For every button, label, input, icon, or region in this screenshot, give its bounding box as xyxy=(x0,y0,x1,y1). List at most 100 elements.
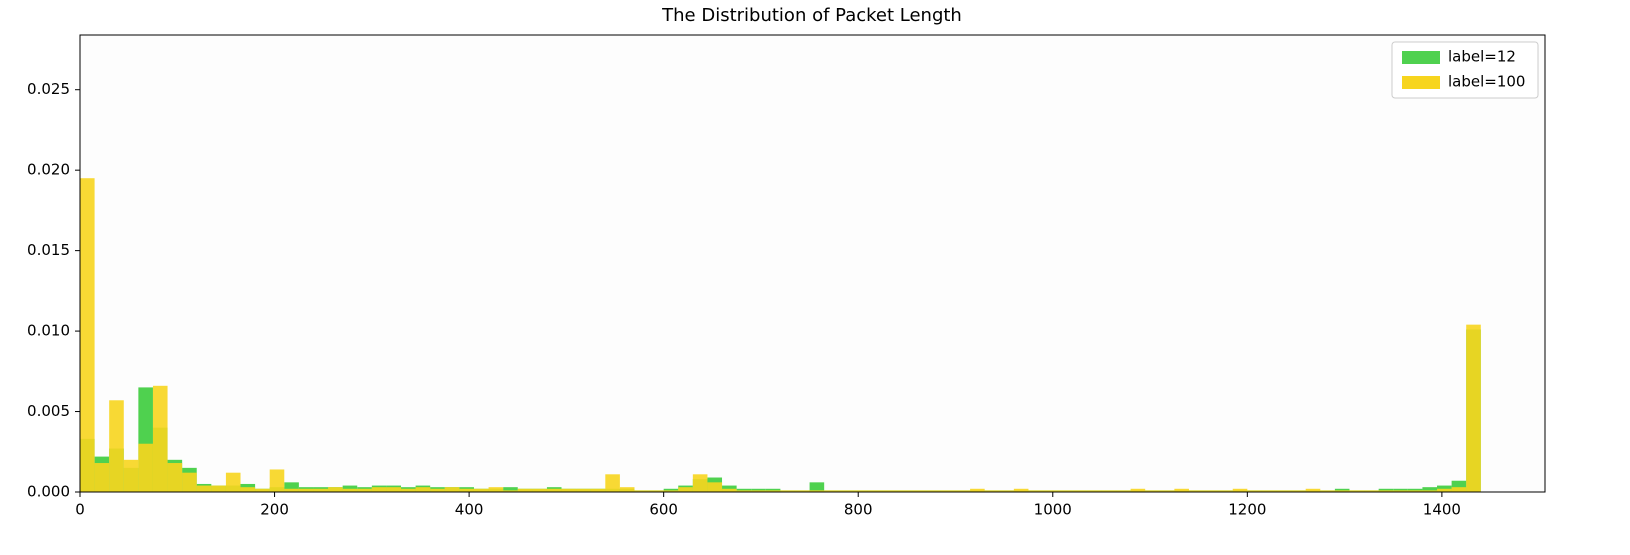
histogram-bar xyxy=(1378,490,1394,492)
histogram-bar xyxy=(1422,490,1438,492)
histogram-bar xyxy=(722,488,737,492)
histogram-bar xyxy=(853,490,868,492)
y-tick-label: 0.015 xyxy=(27,241,70,259)
histogram-bar xyxy=(342,488,358,492)
histogram-bar xyxy=(780,490,795,492)
histogram-bar xyxy=(386,487,402,492)
histogram-bar xyxy=(663,490,679,492)
histogram-bar xyxy=(1174,488,1189,492)
histogram-bar xyxy=(1116,490,1131,492)
histogram-bar xyxy=(269,469,285,492)
histogram-bar xyxy=(1437,488,1452,492)
histogram-bar xyxy=(284,488,299,492)
histogram-bar xyxy=(94,463,110,492)
histogram-bar xyxy=(765,490,781,492)
x-tick-label: 1400 xyxy=(1423,501,1461,519)
histogram-bar xyxy=(1145,490,1160,492)
histogram-bar xyxy=(809,482,825,492)
histogram-bar xyxy=(984,490,1000,492)
y-tick-label: 0.020 xyxy=(27,161,70,179)
histogram-bar xyxy=(751,490,766,492)
y-tick-label: 0.000 xyxy=(27,483,70,501)
histogram-bar xyxy=(1159,490,1175,492)
histogram-bar xyxy=(1013,488,1029,492)
histogram-bar xyxy=(649,490,664,492)
histogram-bar xyxy=(401,488,416,492)
histogram-bar xyxy=(167,463,183,492)
histogram-bar xyxy=(619,487,635,492)
histogram-bar xyxy=(152,385,168,492)
histogram-bar xyxy=(1043,490,1058,492)
histogram-bar xyxy=(678,487,693,492)
histogram-bar xyxy=(1466,324,1481,492)
y-tick-label: 0.025 xyxy=(27,80,70,98)
histogram-bar xyxy=(634,490,650,492)
histogram-bar xyxy=(897,490,912,492)
legend-swatch xyxy=(1402,76,1440,89)
histogram-bar xyxy=(240,487,256,492)
plot-background xyxy=(80,35,1545,492)
histogram-bar xyxy=(1422,487,1438,492)
histogram-bar xyxy=(503,487,518,492)
histogram-bar xyxy=(1072,490,1087,492)
histogram-bar xyxy=(138,443,153,492)
histogram-bar xyxy=(517,488,533,492)
histogram-bar xyxy=(882,490,898,492)
histogram-bar xyxy=(284,482,299,492)
histogram-bar xyxy=(459,488,474,492)
histogram-bar xyxy=(1203,490,1219,492)
histogram-bar xyxy=(211,485,226,492)
histogram-bar xyxy=(313,488,329,492)
legend-swatch xyxy=(1402,51,1440,64)
histogram-bar xyxy=(1086,490,1102,492)
histogram-bar xyxy=(561,488,577,492)
x-tick-label: 0 xyxy=(75,501,85,519)
histogram-bar xyxy=(109,400,124,492)
histogram-bar xyxy=(1364,490,1379,492)
histogram-bar xyxy=(838,490,854,492)
histogram-bar xyxy=(955,490,971,492)
histogram-bar xyxy=(357,488,372,492)
x-tick-label: 1000 xyxy=(1034,501,1072,519)
histogram-bar xyxy=(1451,487,1467,492)
histogram-bar xyxy=(415,487,431,492)
legend-label: label=100 xyxy=(1448,73,1525,91)
histogram-bar xyxy=(824,490,839,492)
histogram-bar xyxy=(1407,490,1423,492)
histogram-bar xyxy=(298,488,314,492)
x-tick-label: 800 xyxy=(844,501,873,519)
histogram-bar xyxy=(473,488,489,492)
histogram-bar xyxy=(970,488,985,492)
histogram-bar xyxy=(488,487,504,492)
histogram-bar xyxy=(809,490,825,492)
histogram-bar xyxy=(1130,488,1146,492)
x-tick-label: 1200 xyxy=(1228,501,1266,519)
chart-title: The Distribution of Packet Length xyxy=(661,5,962,26)
y-tick-label: 0.005 xyxy=(27,402,70,420)
histogram-bar xyxy=(1305,488,1321,492)
histogram-bar xyxy=(255,488,270,492)
histogram-bar xyxy=(328,487,343,492)
histogram-bar xyxy=(1188,490,1204,492)
x-tick-label: 200 xyxy=(260,501,289,519)
histogram-bar xyxy=(999,490,1014,492)
legend-label: label=12 xyxy=(1448,48,1516,66)
histogram-bar xyxy=(1247,490,1262,492)
x-tick-label: 600 xyxy=(649,501,678,519)
histogram-bar xyxy=(123,459,139,492)
histogram-bar xyxy=(1291,490,1306,492)
histogram-bar xyxy=(430,488,445,492)
histogram-bar xyxy=(692,474,708,492)
histogram-bar xyxy=(1101,490,1117,492)
histogram-bar xyxy=(794,490,810,492)
histogram-bar xyxy=(1393,490,1408,492)
histogram-bar xyxy=(1028,490,1044,492)
x-tick-label: 400 xyxy=(455,501,484,519)
histogram-bar xyxy=(867,490,883,492)
histogram-bar xyxy=(911,490,927,492)
histogram-bar xyxy=(576,488,591,492)
histogram-bar xyxy=(225,472,241,492)
histogram-bar xyxy=(371,487,387,492)
